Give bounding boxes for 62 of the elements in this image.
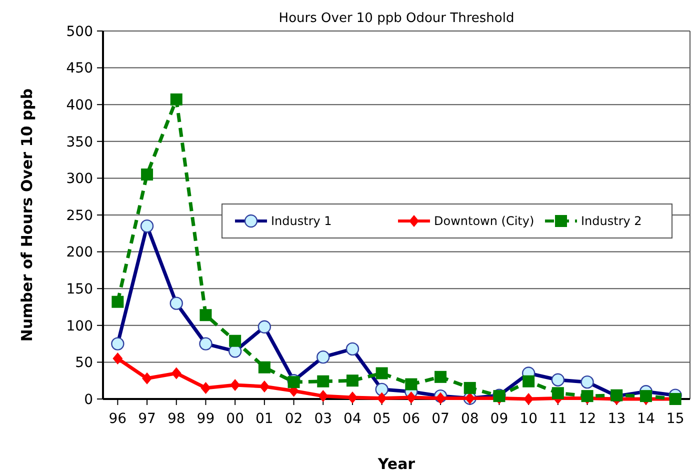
point — [376, 367, 388, 380]
point — [464, 382, 476, 394]
point — [346, 374, 358, 387]
x-tick-label: 12 — [578, 411, 596, 427]
x-tick-label: 13 — [608, 411, 626, 427]
x-tick-label: 08 — [460, 411, 479, 427]
y-tick-label: 350 — [66, 134, 93, 150]
x-tick-label: 00 — [226, 411, 244, 427]
y-axis-title: Number of Hours Over 10 ppb — [18, 88, 36, 342]
point — [112, 296, 124, 308]
x-tick-label: 99 — [196, 411, 215, 427]
x-tick-label: 97 — [138, 411, 156, 427]
point — [406, 392, 416, 404]
point — [347, 392, 358, 404]
legend-label: Downtown (City) — [434, 214, 534, 228]
x-tick-label: 10 — [520, 411, 538, 427]
point — [112, 352, 123, 365]
y-tick-label: 450 — [66, 60, 93, 77]
y-tick-label: 50 — [75, 355, 93, 372]
legend-label: Industry 1 — [271, 214, 332, 228]
point — [200, 382, 211, 394]
point — [434, 370, 447, 383]
x-tick-label: 09 — [490, 411, 508, 427]
x-tick-label: 02 — [284, 411, 303, 427]
point — [522, 375, 535, 388]
point — [524, 393, 534, 405]
y-tick-label: 0 — [84, 392, 93, 408]
point — [230, 379, 240, 392]
point — [229, 334, 242, 347]
point — [142, 372, 152, 384]
legend-label: Industry 2 — [581, 214, 642, 228]
point — [170, 93, 182, 106]
point — [141, 168, 154, 181]
point — [376, 392, 387, 404]
y-tick-label: 400 — [66, 98, 93, 114]
chart-subtitle: Hours Over 10 ppb Odour Threshold — [278, 11, 514, 26]
point — [200, 309, 212, 322]
point — [318, 390, 328, 402]
x-tick-label: 07 — [432, 411, 450, 427]
x-tick-label: 01 — [256, 411, 274, 427]
point — [259, 380, 270, 392]
point — [405, 378, 418, 390]
y-tick-label: 150 — [66, 282, 93, 298]
y-tick-label: 100 — [66, 318, 93, 334]
x-axis-title: Year — [376, 455, 416, 473]
y-tick-label: 300 — [66, 171, 93, 188]
point — [317, 375, 330, 388]
x-tick-label: 15 — [666, 411, 684, 427]
x-tick-label: 03 — [314, 411, 332, 427]
x-tick-label: 05 — [372, 411, 391, 427]
x-tick-label: 11 — [549, 411, 567, 427]
point — [258, 361, 270, 374]
y-tick-label: 500 — [66, 24, 93, 40]
x-tick-label: 14 — [637, 411, 655, 427]
point — [552, 387, 564, 400]
y-tick-label: 250 — [66, 208, 93, 224]
x-tick-label: 04 — [344, 411, 362, 427]
y-tick-label: 200 — [66, 244, 93, 261]
x-tick-label: 98 — [167, 411, 186, 427]
x-tick-label: 96 — [108, 411, 127, 427]
x-tick-label: 06 — [402, 411, 420, 427]
point — [171, 367, 182, 380]
